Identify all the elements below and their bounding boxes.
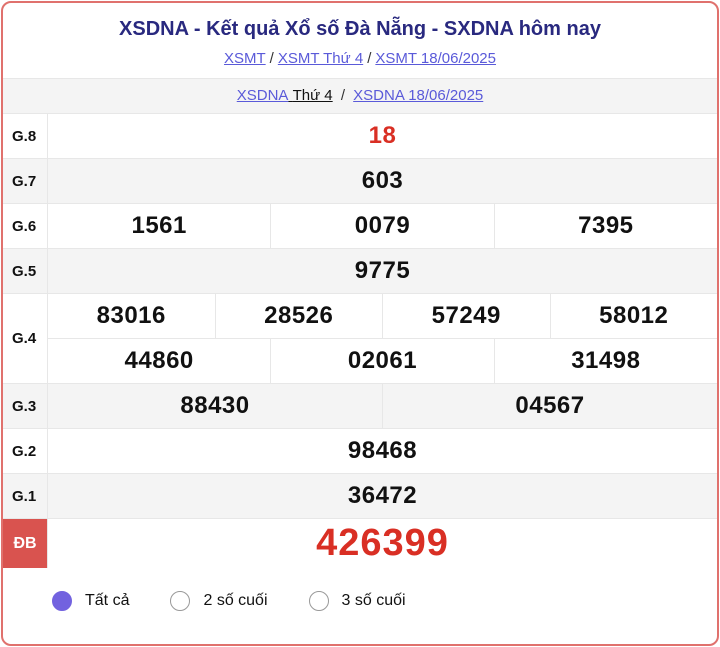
prize-label: G.2 — [3, 429, 48, 473]
prize-label: G.5 — [3, 249, 48, 293]
prize-values: 83016 28526 57249 58012 44860 02061 31498 — [48, 294, 717, 383]
prize-row-g4: G.4 83016 28526 57249 58012 44860 02061 31498 — [3, 293, 717, 383]
prize-number: 31498 — [493, 339, 717, 383]
prize-number: 9775 — [354, 257, 411, 284]
prize-label: G.4 — [3, 294, 48, 383]
prize-values: 88430 04567 — [48, 384, 717, 428]
prize-sub-row: 603 — [48, 159, 717, 203]
radio-unselected-icon[interactable] — [170, 591, 191, 611]
breadcrumb-separator: / — [367, 50, 372, 67]
prize-row-g8: G.8 18 — [3, 113, 717, 158]
prize-number: 1561 — [131, 212, 187, 239]
breadcrumb-link-xsdna[interactable]: XSDNA — [236, 87, 289, 104]
radio-unselected-icon[interactable] — [308, 591, 329, 611]
prize-number: 02061 — [270, 339, 493, 383]
prize-number: 88430 — [180, 392, 250, 419]
filter-option-3[interactable]: 3 số cuối — [308, 591, 406, 611]
prize-values: 18 — [48, 114, 717, 158]
prize-values: 36472 — [48, 474, 717, 518]
prize-number: 28526 — [214, 294, 383, 338]
filter-option-label: 3 số cuối — [341, 592, 406, 609]
prize-label: G.1 — [3, 474, 48, 518]
prize-row-g6: G.6 1561 0079 7395 — [3, 203, 717, 248]
prize-label: G.7 — [3, 159, 48, 203]
prize-sub-row: 98468 — [48, 429, 717, 473]
prize-values: 426399 — [48, 519, 717, 568]
prize-sub-row: 9775 — [48, 249, 717, 293]
prize-number: 58012 — [549, 294, 718, 338]
breadcrumb-link[interactable]: XSMT — [223, 50, 266, 67]
prize-number: 57249 — [382, 294, 550, 338]
prize-sub-row: 88430 04567 — [48, 384, 717, 428]
prize-values: 98468 — [48, 429, 717, 473]
page-title: XSDNA - Kết quả Xổ số Đà Nẵng - SXDNA hô… — [119, 18, 601, 40]
breadcrumb-link-xsdna-date[interactable]: XSDNA 18/06/2025 — [353, 87, 484, 104]
prize-values: 9775 — [48, 249, 717, 293]
prize-label: ĐB — [3, 519, 48, 568]
prize-number: 36472 — [347, 482, 418, 509]
prize-row-g5: G.5 9775 — [3, 248, 717, 293]
prize-label: G.6 — [3, 204, 48, 248]
prize-number: 18 — [368, 122, 397, 149]
prize-row-g3: G.3 88430 04567 — [3, 383, 717, 428]
breadcrumb-link[interactable]: XSMT 18/06/2025 — [375, 50, 496, 67]
prize-label: G.3 — [3, 384, 48, 428]
prize-values: 1561 0079 7395 — [48, 204, 717, 248]
prize-values: 603 — [48, 159, 717, 203]
filter-option-1[interactable]: Tất cả — [52, 591, 129, 611]
prize-sub-row: 1561 0079 7395 — [48, 204, 717, 248]
prize-number: 44860 — [124, 347, 194, 374]
prize-label: G.8 — [3, 114, 48, 158]
prize-number: 7395 — [493, 204, 717, 248]
breadcrumb-separator: / — [340, 87, 345, 104]
prize-row-g1: G.1 36472 — [3, 473, 717, 518]
filter-bar: Tất cả 2 số cuối 3 số cuối — [3, 568, 717, 611]
prize-row-g2: G.2 98468 — [3, 428, 717, 473]
filter-option-label: Tất cả — [85, 592, 130, 609]
prize-sub-row: 426399 — [48, 519, 717, 568]
prize-sub-row: 83016 28526 57249 58012 — [48, 294, 717, 338]
prize-sub-row: 18 — [48, 114, 717, 158]
radio-selected-icon[interactable] — [52, 591, 72, 611]
prize-sub-row: 44860 02061 31498 — [48, 338, 717, 383]
breadcrumb-day-label: Thứ 4 — [292, 87, 333, 104]
prize-number: 83016 — [96, 302, 166, 329]
results-table: G.8 18 G.7 603 G.6 1561 0079 7395 G.5 9775 G.4 8301… — [3, 113, 717, 568]
breadcrumb-link[interactable]: XSMT Thứ 4 — [277, 50, 364, 67]
filter-option-2[interactable]: 2 số cuối — [170, 591, 268, 611]
prize-number: 0079 — [270, 204, 493, 248]
prize-number: 426399 — [316, 522, 449, 564]
prize-row-db: ĐB 426399 — [3, 518, 717, 568]
prize-number: 04567 — [382, 384, 717, 428]
breadcrumb: XSMT / XSMT Thứ 4/XSMT 18/06/2025 — [3, 50, 717, 78]
prize-number: 603 — [361, 167, 404, 194]
prize-sub-row: 36472 — [48, 474, 717, 518]
filter-option-label: 2 số cuối — [203, 592, 268, 609]
sub-breadcrumb: XSDNA Thứ 4 / XSDNA 18/06/2025 — [3, 78, 717, 113]
breadcrumb-separator: / — [269, 50, 274, 67]
prize-number: 98468 — [347, 437, 418, 464]
prize-row-g7: G.7 603 — [3, 158, 717, 203]
